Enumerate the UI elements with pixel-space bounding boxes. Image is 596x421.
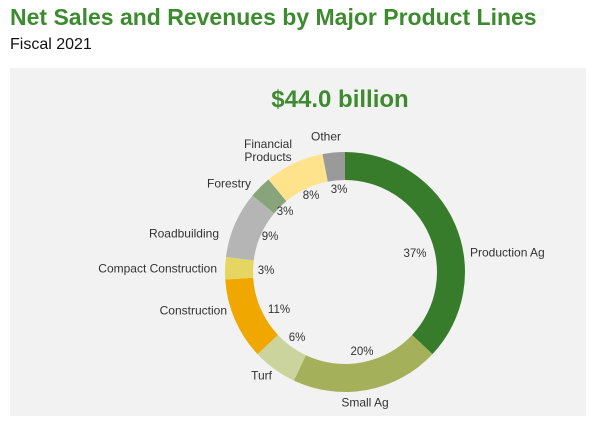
category-label: Financial Products — [243, 137, 293, 164]
donut-segment — [268, 154, 328, 202]
category-label: Turf — [251, 368, 272, 383]
data-label: 9% — [261, 231, 279, 243]
category-label: Roadbuilding — [148, 226, 219, 241]
data-label: 8% — [302, 190, 320, 202]
data-label: 3% — [276, 206, 294, 218]
donut-segment — [252, 179, 287, 214]
category-label: Construction — [159, 303, 227, 318]
category-label: Other — [310, 129, 342, 144]
donut-segment — [225, 256, 254, 280]
category-label: Compact Construction — [98, 261, 217, 276]
donut-segment — [257, 334, 306, 381]
category-label: Small Ag — [341, 395, 389, 410]
data-label: 6% — [288, 332, 306, 344]
data-label: 3% — [330, 184, 348, 196]
data-label: 3% — [257, 265, 275, 277]
chart-subtitle: Fiscal 2021 — [10, 36, 92, 53]
donut-segment — [345, 152, 466, 355]
data-label: 20% — [350, 346, 374, 358]
category-label: Production Ag — [470, 245, 545, 260]
data-label: 37% — [403, 248, 427, 260]
chart-title: Net Sales and Revenues by Major Product … — [10, 4, 537, 30]
category-label: Forestry — [206, 176, 251, 191]
donut-segment — [225, 195, 275, 261]
donut-segment — [225, 277, 278, 355]
center-label: $44.0 billion — [271, 86, 409, 113]
donut-segment — [293, 334, 433, 393]
donut-segment — [322, 152, 345, 182]
data-label: 11% — [267, 304, 291, 316]
